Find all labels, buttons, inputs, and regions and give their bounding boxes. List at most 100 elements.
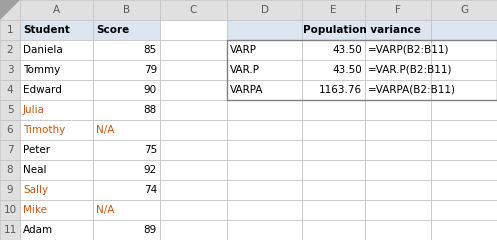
Text: Mike: Mike — [23, 205, 47, 215]
Bar — [431, 200, 497, 220]
Bar — [93, 40, 160, 60]
Text: D: D — [260, 5, 268, 15]
Bar — [160, 80, 227, 100]
Bar — [0, 20, 20, 40]
Bar — [302, 220, 365, 240]
Bar — [93, 200, 160, 220]
Text: Sally: Sally — [23, 185, 48, 195]
Text: VARP: VARP — [230, 45, 257, 55]
Bar — [93, 100, 160, 120]
Bar — [227, 60, 302, 80]
Text: F: F — [395, 5, 401, 15]
Text: Adam: Adam — [23, 225, 53, 235]
Bar — [227, 200, 302, 220]
Bar — [365, 200, 431, 220]
Text: Student: Student — [23, 25, 70, 35]
Text: A: A — [53, 5, 60, 15]
Text: Peter: Peter — [23, 145, 50, 155]
Bar — [20, 40, 93, 60]
Bar — [227, 140, 302, 160]
Bar — [431, 120, 497, 140]
Bar — [227, 180, 302, 200]
Bar — [365, 220, 431, 240]
Bar — [93, 20, 160, 40]
Bar — [431, 0, 497, 20]
Text: 92: 92 — [144, 165, 157, 175]
Text: Neal: Neal — [23, 165, 47, 175]
Bar — [0, 140, 20, 160]
Text: 7: 7 — [6, 145, 13, 155]
Bar — [302, 0, 365, 20]
Bar — [0, 60, 20, 80]
Bar — [302, 120, 365, 140]
Text: 9: 9 — [6, 185, 13, 195]
Bar — [431, 180, 497, 200]
Text: 1: 1 — [6, 25, 13, 35]
Text: N/A: N/A — [96, 125, 114, 135]
Bar — [431, 220, 497, 240]
Bar — [160, 140, 227, 160]
Bar — [365, 0, 431, 20]
Bar — [20, 140, 93, 160]
Bar — [20, 120, 93, 140]
Bar — [0, 120, 20, 140]
Bar — [365, 140, 431, 160]
Text: 11: 11 — [3, 225, 16, 235]
Bar — [20, 180, 93, 200]
Text: =VARP(B2:B11): =VARP(B2:B11) — [368, 45, 449, 55]
Bar — [431, 160, 497, 180]
Bar — [365, 40, 431, 60]
Text: =VAR.P(B2:B11): =VAR.P(B2:B11) — [368, 65, 452, 75]
Bar — [302, 180, 365, 200]
Text: Timothy: Timothy — [23, 125, 65, 135]
Text: 10: 10 — [3, 205, 16, 215]
Bar — [0, 200, 20, 220]
Bar — [302, 100, 365, 120]
Text: 89: 89 — [144, 225, 157, 235]
Bar — [160, 60, 227, 80]
Bar — [0, 80, 20, 100]
Bar — [20, 220, 93, 240]
Bar — [20, 0, 93, 20]
Bar — [431, 20, 497, 40]
Bar — [0, 180, 20, 200]
Bar — [160, 100, 227, 120]
Bar — [160, 40, 227, 60]
Bar — [227, 120, 302, 140]
Bar — [93, 180, 160, 200]
Text: 2: 2 — [6, 45, 13, 55]
Text: 4: 4 — [6, 85, 13, 95]
Bar — [431, 140, 497, 160]
Bar — [160, 120, 227, 140]
Text: 43.50: 43.50 — [332, 65, 362, 75]
Bar — [93, 60, 160, 80]
Bar — [160, 220, 227, 240]
Bar — [431, 100, 497, 120]
Bar — [227, 40, 497, 100]
Text: Tommy: Tommy — [23, 65, 60, 75]
Bar — [302, 140, 365, 160]
Bar — [431, 60, 497, 80]
Bar — [227, 80, 302, 100]
Bar — [365, 60, 431, 80]
Text: E: E — [330, 5, 337, 15]
Bar — [302, 160, 365, 180]
Text: 8: 8 — [6, 165, 13, 175]
Bar — [93, 140, 160, 160]
Bar — [93, 160, 160, 180]
Bar — [227, 20, 302, 40]
Bar — [302, 20, 365, 40]
Text: G: G — [460, 5, 468, 15]
Bar — [93, 80, 160, 100]
Bar — [365, 20, 431, 40]
Text: Score: Score — [96, 25, 129, 35]
Bar — [20, 80, 93, 100]
Bar — [20, 60, 93, 80]
Bar — [302, 200, 365, 220]
Bar — [160, 160, 227, 180]
Text: 43.50: 43.50 — [332, 45, 362, 55]
Text: 75: 75 — [144, 145, 157, 155]
Bar — [365, 180, 431, 200]
Text: 85: 85 — [144, 45, 157, 55]
Bar — [20, 100, 93, 120]
